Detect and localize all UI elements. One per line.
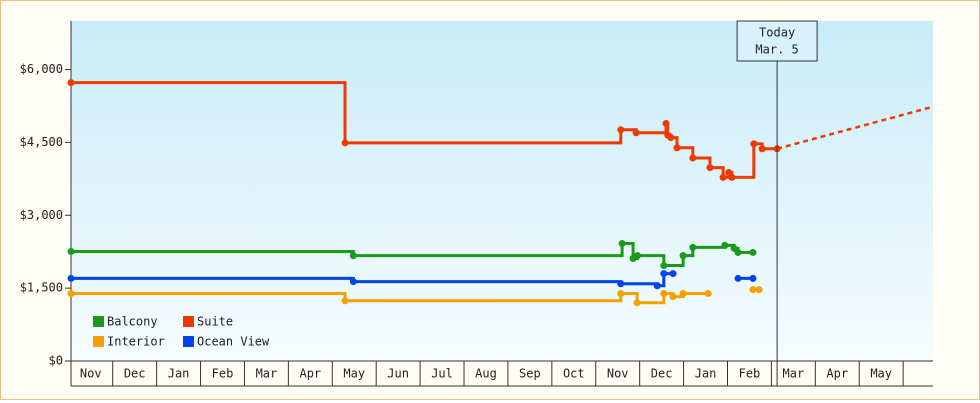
price-point: [660, 289, 668, 297]
x-tick-label: Mar: [783, 367, 805, 381]
legend-label: Interior: [107, 335, 165, 349]
price-point: [349, 252, 357, 260]
price-point: [679, 252, 687, 260]
price-point: [341, 139, 349, 147]
price-point: [617, 289, 625, 297]
price-point: [734, 248, 742, 256]
price-point: [755, 286, 763, 294]
legend-swatch: [183, 336, 194, 347]
step-line: [71, 81, 778, 179]
x-tick-label: Feb: [212, 367, 234, 381]
x-tick-label: Dec: [124, 367, 146, 381]
x-tick-label: May: [870, 367, 892, 381]
x-tick-label: Nov: [80, 367, 102, 381]
price-point: [633, 299, 641, 307]
x-tick-label: Mar: [256, 367, 278, 381]
x-tick-label: Apr: [299, 367, 321, 381]
x-tick-label: Jun: [387, 367, 409, 381]
price-point: [67, 247, 75, 255]
x-tick-label: Jan: [168, 367, 190, 381]
price-point: [734, 274, 742, 282]
y-tick-label: $6,000: [20, 62, 63, 76]
y-tick-label: $1,500: [20, 281, 63, 295]
price-point: [662, 119, 670, 127]
price-point: [704, 289, 712, 297]
price-point: [721, 241, 729, 249]
legend-label: Suite: [197, 315, 233, 329]
price-point: [660, 270, 668, 278]
price-point: [706, 164, 714, 172]
price-point: [689, 243, 697, 251]
plot-background: [71, 21, 933, 361]
today-label: Mar. 5: [755, 43, 798, 57]
price-point: [719, 173, 727, 181]
x-tick-label: Jan: [695, 367, 717, 381]
legend-label: Ocean View: [197, 335, 270, 349]
price-point: [67, 79, 75, 87]
price-point: [617, 280, 625, 288]
price-point: [617, 126, 625, 134]
price-point: [750, 140, 758, 148]
legend-swatch: [93, 316, 104, 327]
price-point: [749, 274, 757, 282]
price-point: [689, 154, 697, 162]
x-tick-label: Apr: [826, 367, 848, 381]
price-point: [67, 289, 75, 297]
price-point: [341, 297, 349, 305]
price-point: [660, 262, 668, 270]
legend-swatch: [183, 316, 194, 327]
price-point: [349, 278, 357, 286]
x-tick-label: May: [343, 367, 365, 381]
price-point: [669, 270, 677, 278]
x-tick-label: Nov: [607, 367, 629, 381]
price-point: [673, 144, 681, 152]
price-point: [758, 145, 766, 153]
legend-label: Balcony: [107, 315, 158, 329]
x-tick-label: Oct: [563, 367, 585, 381]
price-point: [667, 134, 675, 142]
today-label: Today: [759, 26, 795, 40]
x-tick-label: Aug: [475, 367, 497, 381]
price-point: [653, 282, 661, 290]
price-point: [749, 286, 757, 294]
price-point: [728, 173, 736, 181]
x-tick-label: Jul: [431, 367, 453, 381]
price-point: [618, 239, 626, 247]
y-tick-label: $0: [49, 354, 63, 368]
price-point: [679, 289, 687, 297]
price-point: [749, 248, 757, 256]
today-box: [736, 20, 818, 62]
x-tick-label: Feb: [739, 367, 761, 381]
price-point: [632, 129, 640, 137]
price-point: [67, 274, 75, 282]
price-point: [669, 293, 677, 301]
legend-swatch: [93, 336, 104, 347]
y-tick-label: $4,500: [20, 135, 63, 149]
y-tick-label: $3,000: [20, 208, 63, 222]
price-point: [633, 252, 641, 260]
x-tick-label: Dec: [651, 367, 673, 381]
x-tick-label: Sep: [519, 367, 541, 381]
